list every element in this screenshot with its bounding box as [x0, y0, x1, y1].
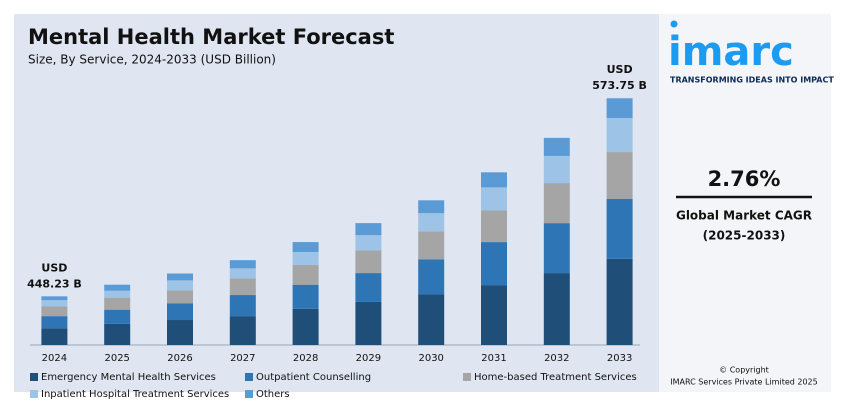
bar-segment	[104, 297, 131, 310]
bar-segment	[606, 118, 633, 153]
bar-segment	[41, 306, 68, 317]
side-panel	[659, 14, 831, 392]
bar-segment	[481, 187, 507, 211]
tagline: TRANSFORMING IDEAS INTO IMPACT	[670, 76, 834, 85]
legend-swatch	[463, 373, 471, 381]
x-tick-label: 2025	[104, 353, 129, 364]
bar-segment	[355, 273, 382, 302]
bar-segment	[167, 303, 193, 321]
bar-segment	[229, 295, 256, 317]
bar-segment	[41, 300, 68, 307]
bar-segment	[104, 323, 131, 345]
bar-segment	[481, 285, 507, 345]
bar-segment	[481, 242, 507, 286]
bar-segment	[606, 152, 633, 200]
bar-segment	[292, 251, 319, 265]
bar-segment	[104, 284, 131, 291]
bar-segment	[355, 223, 382, 236]
bar-segment	[355, 235, 382, 251]
bar-segment	[418, 231, 445, 260]
bar-segment	[606, 199, 633, 259]
cagr-value: 2.76%	[708, 167, 781, 191]
total-label: 573.75 B	[592, 79, 647, 92]
bar-segment	[481, 172, 507, 188]
bar-segment	[104, 290, 131, 298]
x-tick-label: 2032	[544, 353, 569, 364]
x-tick-label: 2026	[167, 353, 192, 364]
legend-swatch	[245, 390, 253, 398]
legend-label: Others	[256, 389, 290, 400]
legend-label: Outpatient Counselling	[256, 372, 371, 383]
bar-segment	[167, 320, 193, 345]
x-tick-label: 2031	[481, 353, 506, 364]
bar-segment	[543, 183, 570, 224]
bar-segment	[418, 200, 445, 214]
bar-segment	[229, 268, 256, 279]
total-label: USD	[41, 261, 67, 274]
bar-segment	[543, 137, 570, 156]
bar-segment	[418, 294, 445, 345]
bar-segment	[292, 242, 319, 252]
bar-segment	[167, 273, 193, 281]
bar-segment	[606, 258, 633, 345]
copyright-owner: IMARC Services Private Limited 2025	[670, 378, 817, 387]
bar-segment	[418, 213, 445, 232]
total-label: USD	[607, 63, 633, 76]
bar-segment	[41, 296, 68, 301]
x-tick-label: 2024	[42, 353, 67, 364]
bar-segment	[229, 316, 256, 345]
legend-label: Emergency Mental Health Services	[41, 372, 216, 383]
x-tick-label: 2027	[230, 353, 255, 364]
bar-segment	[104, 309, 131, 324]
x-tick-label: 2033	[607, 353, 632, 364]
bar-segment	[543, 223, 570, 274]
bar-segment	[292, 284, 319, 309]
x-tick-label: 2028	[293, 353, 318, 364]
chart-subtitle: Size, By Service, 2024-2033 (USD Billion…	[28, 53, 276, 67]
logo: imarc	[668, 29, 794, 75]
legend-label: Home-based Treatment Services	[474, 372, 637, 383]
legend-label: Inpatient Hospital Treatment Services	[41, 389, 229, 400]
bar-segment	[41, 328, 68, 345]
total-label: 448.23 B	[27, 277, 82, 290]
bar-segment	[167, 290, 193, 304]
bar-segment	[606, 98, 633, 119]
x-tick-label: 2030	[418, 353, 443, 364]
bar-segment	[543, 273, 570, 345]
cagr-period: (2025-2033)	[703, 229, 786, 243]
bar-segment	[418, 259, 445, 295]
x-tick-label: 2029	[356, 353, 381, 364]
bar-segment	[355, 301, 382, 345]
bar-segment	[292, 264, 319, 285]
bar-segment	[355, 250, 382, 274]
cagr-label: Global Market CAGR	[676, 209, 812, 223]
legend-swatch	[30, 390, 38, 398]
bar-segment	[481, 210, 507, 243]
legend-swatch	[30, 373, 38, 381]
bar-segment	[167, 280, 193, 291]
bar-segment	[229, 260, 256, 269]
bar-segment	[292, 308, 319, 345]
bar-segment	[229, 278, 256, 296]
bar-segment	[41, 316, 68, 329]
legend-swatch	[245, 373, 253, 381]
chart-title: Mental Health Market Forecast	[28, 25, 394, 49]
copyright: © Copyright	[719, 366, 769, 375]
bar-segment	[543, 155, 570, 184]
logo-dot	[670, 20, 678, 28]
